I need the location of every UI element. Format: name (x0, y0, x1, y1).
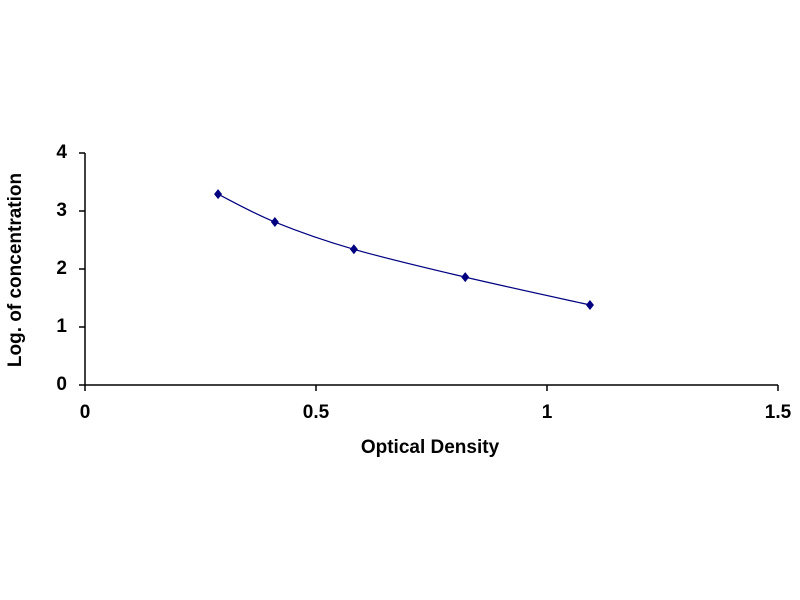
y-tick-label: 4 (56, 142, 67, 163)
y-axis-label: Log. of concentration (5, 173, 26, 367)
x-tick-label: 0.5 (303, 402, 330, 423)
point (585, 299, 594, 310)
point (461, 272, 470, 283)
x-tick-label: 1 (542, 402, 553, 423)
y-tick-label: 1 (56, 316, 67, 337)
x-axis-label: Optical Density (361, 437, 500, 458)
x-tick-label: 1.5 (765, 402, 792, 423)
y-tick-label: 3 (56, 200, 67, 221)
point (270, 217, 279, 228)
curve (217, 193, 591, 306)
y-tick-label: 0 (56, 374, 67, 395)
point (349, 244, 358, 255)
y-tick-label: 2 (56, 258, 67, 279)
point (214, 189, 223, 200)
x-tick-label: 0 (80, 402, 91, 423)
